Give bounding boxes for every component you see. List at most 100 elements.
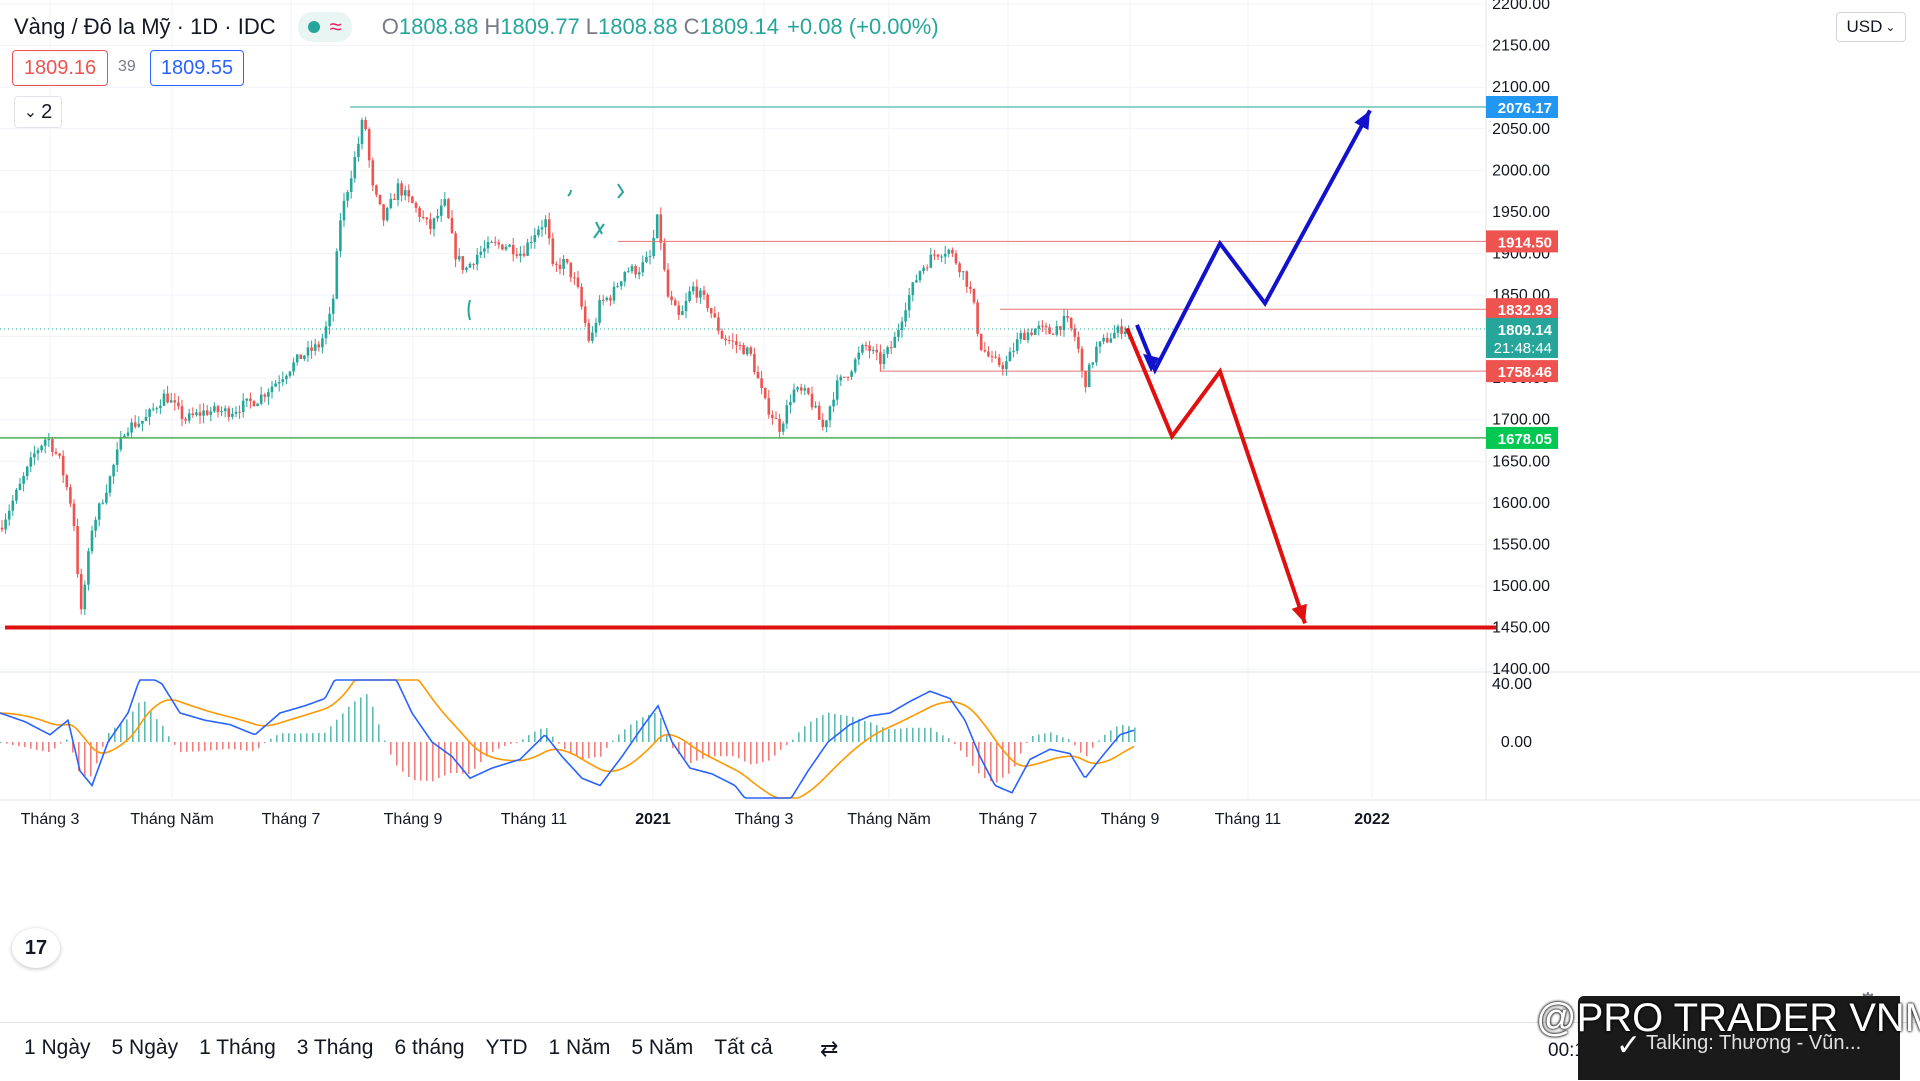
indicators-toggle-button[interactable]: ⌄ 2 xyxy=(14,96,62,128)
macd-histogram-bar xyxy=(204,742,206,752)
candle xyxy=(1041,320,1044,332)
candle xyxy=(713,306,717,319)
buy-price-button[interactable]: 1809.55 xyxy=(150,50,244,86)
range-5d[interactable]: 5 Ngày xyxy=(111,1036,179,1059)
candle-body xyxy=(684,300,688,312)
candle-body xyxy=(745,347,749,355)
candle-body xyxy=(213,406,216,412)
candle xyxy=(555,261,558,272)
candle-body xyxy=(324,326,328,339)
candle-body xyxy=(774,417,778,419)
candle-body xyxy=(594,322,598,333)
candle xyxy=(1109,332,1113,344)
candle-body xyxy=(227,408,231,417)
tradingview-logo-icon[interactable]: 17 xyxy=(12,928,60,968)
range-6m[interactable]: 6 tháng xyxy=(394,1036,465,1059)
candle-body xyxy=(173,400,177,403)
macd-histogram-bar xyxy=(426,742,428,781)
candle-body xyxy=(814,405,817,408)
range-1m[interactable]: 1 Tháng xyxy=(199,1036,276,1059)
candle xyxy=(209,406,213,422)
range-5y[interactable]: 5 Năm xyxy=(631,1036,694,1059)
candle xyxy=(292,357,295,376)
candle xyxy=(1062,308,1066,337)
macd-histogram-bar xyxy=(522,739,524,742)
clock-readout[interactable]: 00:1 xyxy=(1548,1040,1585,1061)
candle xyxy=(187,408,191,424)
watermark-overlay xyxy=(1578,996,1900,1080)
macd-histogram-bar xyxy=(198,742,200,752)
candle xyxy=(105,484,108,505)
macd-histogram-bar xyxy=(294,733,296,742)
candle xyxy=(663,238,666,272)
candle xyxy=(47,433,51,447)
candle xyxy=(972,288,976,305)
candle xyxy=(598,295,601,326)
candle-body xyxy=(252,401,256,407)
candle-body xyxy=(465,267,468,270)
candle-body xyxy=(313,344,317,351)
candle-body xyxy=(346,192,349,201)
symbol-title[interactable]: Vàng / Đô la Mỹ · 1D · IDC xyxy=(14,14,276,39)
candle xyxy=(447,197,450,220)
status-pill[interactable]: ≈ xyxy=(297,12,352,42)
candle-body xyxy=(655,214,659,238)
open-value: 1808.88 xyxy=(398,14,479,39)
candle-body xyxy=(1015,339,1019,351)
candle xyxy=(922,264,925,275)
wave-icon: ≈ xyxy=(329,14,342,39)
candle-body xyxy=(281,379,285,383)
candle-body xyxy=(493,241,497,243)
candle xyxy=(1113,325,1116,339)
candle xyxy=(252,399,256,407)
candle-body xyxy=(893,336,897,348)
candle xyxy=(875,343,879,361)
candle xyxy=(835,374,839,406)
candle-body xyxy=(1005,361,1008,370)
candle-body xyxy=(857,352,861,360)
range-1y[interactable]: 1 Năm xyxy=(548,1036,611,1059)
candle-body xyxy=(688,291,691,301)
macd-histogram-bar xyxy=(330,726,332,742)
currency-select[interactable]: USD ⌄ xyxy=(1836,12,1906,42)
candle-body xyxy=(270,386,274,393)
range-ytd[interactable]: YTD xyxy=(485,1036,528,1059)
range-3m[interactable]: 3 Tháng xyxy=(296,1036,374,1059)
candle xyxy=(141,420,144,432)
candle-body xyxy=(976,302,979,334)
candle-body xyxy=(619,281,623,287)
sell-price-button[interactable]: 1809.16 xyxy=(12,50,108,86)
time-axis: Tháng 3 Tháng Năm Tháng 7 Tháng 9 Tháng 11 20… xyxy=(21,811,1390,828)
candlestick-series xyxy=(0,116,1131,615)
candle-body xyxy=(1077,336,1080,349)
red-scenario-arrow-path xyxy=(1125,327,1307,624)
candle-body xyxy=(126,432,130,436)
candle xyxy=(151,403,155,412)
candle xyxy=(119,430,123,452)
candle-body xyxy=(670,296,673,301)
candle-body xyxy=(328,313,331,327)
calendar-goto-icon[interactable]: ⇄ xyxy=(820,1036,839,1061)
range-all[interactable]: Tất cả xyxy=(714,1036,773,1059)
candle xyxy=(54,448,58,456)
candle-body xyxy=(720,330,724,339)
candle xyxy=(1015,332,1019,355)
macd-histogram-bar xyxy=(396,742,398,766)
candle-body xyxy=(1073,328,1077,337)
candle-body xyxy=(223,408,227,412)
macd-histogram-bar xyxy=(120,723,122,742)
macd-histogram-bar xyxy=(216,742,218,750)
candle xyxy=(735,334,738,354)
macd-histogram-bar xyxy=(384,740,386,742)
candle-body xyxy=(547,219,551,239)
candle-body xyxy=(198,412,202,416)
candle-body xyxy=(263,394,267,397)
range-1d[interactable]: 1 Ngày xyxy=(24,1036,91,1059)
candle xyxy=(216,404,220,418)
candle-body xyxy=(65,475,69,488)
candle-body xyxy=(475,254,479,265)
candle-body xyxy=(180,406,184,419)
macd-histogram-bar xyxy=(1044,733,1046,742)
candle-body xyxy=(501,244,504,250)
